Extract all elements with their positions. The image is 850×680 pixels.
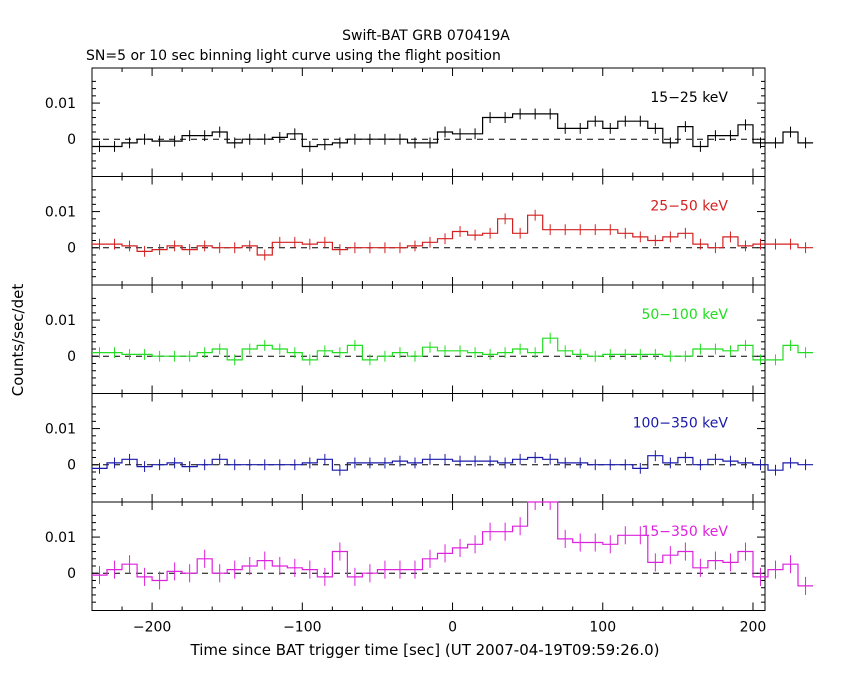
band-label: 50−100 keV — [641, 307, 728, 323]
y-tick-label: 0.01 — [45, 422, 76, 438]
chart-subtitle: SN=5 or 10 sec binning light curve using… — [86, 48, 501, 64]
x-tick-label: −200 — [133, 620, 171, 636]
y-axis-label: Counts/sec/det — [9, 284, 27, 397]
y-tick-label: 0.01 — [45, 205, 76, 221]
x-axis-label: Time since BAT trigger time [sec] (UT 20… — [190, 641, 660, 659]
y-tick-label: 0 — [67, 458, 76, 474]
series-step-line — [92, 501, 814, 587]
y-tick-label: 0.01 — [45, 313, 76, 329]
panel-1: 0 0.01 15−25 keV — [45, 67, 814, 177]
y-tick-label: 0 — [67, 349, 76, 365]
panel-5: 0 0.01 15−350 keV −200 −100 0 100 200 — [45, 501, 814, 636]
x-tick-label: −100 — [283, 620, 321, 636]
x-tick-label: 200 — [740, 620, 767, 636]
panel-3: 0 0.01 50−100 keV — [45, 284, 814, 394]
y-tick-label: 0 — [67, 566, 76, 582]
panel-frame — [91, 393, 766, 503]
x-tick-label: 0 — [448, 620, 457, 636]
band-label: 15−350 keV — [641, 524, 728, 540]
series-step-line — [92, 113, 814, 148]
panel-4: 0 0.01 100−350 keV — [45, 393, 814, 503]
x-tick-label: 100 — [589, 620, 616, 636]
panel-frame — [91, 67, 766, 177]
panel-frame — [91, 501, 766, 611]
panel-2: 0 0.01 25−50 keV — [45, 176, 814, 286]
band-label: 25−50 keV — [650, 199, 728, 215]
series-step-line — [92, 337, 814, 361]
band-label: 100−350 keV — [633, 416, 729, 432]
band-label: 15−25 keV — [650, 90, 728, 106]
y-tick-label: 0.01 — [45, 530, 76, 546]
y-tick-label: 0.01 — [45, 96, 76, 112]
chart-title: Swift-BAT GRB 070419A — [342, 28, 510, 44]
panels-group: 0 0.01 15−25 keV 0 0.01 25−50 keV 0 0.01 50−100 … — [45, 67, 814, 636]
series-step-line — [92, 455, 814, 471]
y-tick-label: 0 — [67, 241, 76, 257]
panel-frame — [91, 176, 766, 286]
y-tick-label: 0 — [67, 132, 76, 148]
panel-frame — [91, 284, 766, 394]
series-step-line — [92, 214, 814, 256]
